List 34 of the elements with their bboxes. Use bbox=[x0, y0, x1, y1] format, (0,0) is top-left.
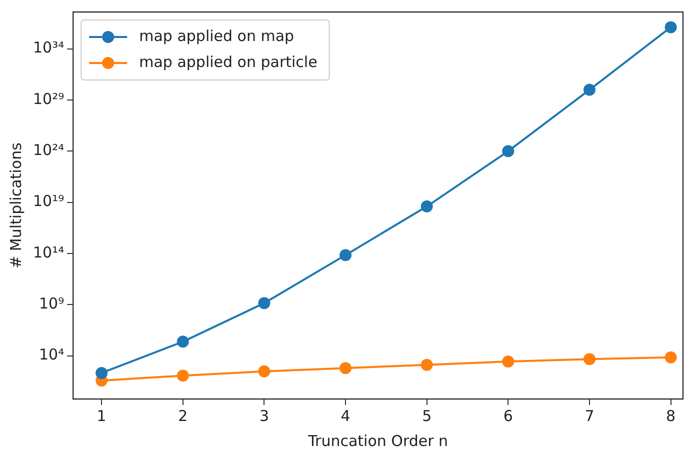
legend-label: map applied on particle bbox=[139, 52, 318, 71]
point bbox=[583, 353, 596, 366]
point bbox=[176, 336, 189, 348]
x-axis-title: Truncation Order n bbox=[307, 432, 448, 450]
y-tick-label: 10²⁹ bbox=[32, 90, 64, 108]
x-tick-label: 2 bbox=[178, 406, 188, 425]
point bbox=[176, 370, 189, 382]
y-axis-title: # Multiplications bbox=[6, 142, 25, 268]
x-tick-label: 1 bbox=[96, 406, 106, 425]
point bbox=[96, 366, 108, 379]
point bbox=[340, 249, 352, 262]
x-tick-label: 8 bbox=[666, 406, 676, 425]
point bbox=[502, 355, 514, 368]
y-tick-label: 10⁹ bbox=[39, 294, 64, 313]
point bbox=[340, 362, 352, 374]
point bbox=[258, 297, 270, 310]
point bbox=[664, 21, 677, 34]
legend-label: map applied on map bbox=[139, 26, 294, 45]
y-tick-label: 10¹⁴ bbox=[32, 243, 64, 262]
x-tick-label: 3 bbox=[259, 406, 269, 425]
x-tick-label: 6 bbox=[503, 406, 513, 425]
x-tick-label: 7 bbox=[584, 406, 594, 425]
point bbox=[420, 358, 433, 371]
point bbox=[258, 365, 270, 378]
y-tick-label: 10²⁴ bbox=[32, 141, 64, 160]
point bbox=[502, 145, 514, 158]
point bbox=[420, 200, 433, 212]
x-tick-label: 5 bbox=[422, 406, 432, 425]
point bbox=[583, 84, 596, 96]
point bbox=[664, 351, 677, 364]
x-tick-label: 4 bbox=[340, 406, 350, 425]
y-tick-label: 10¹⁹ bbox=[32, 192, 64, 210]
y-tick-label: 10⁴ bbox=[39, 346, 64, 364]
y-tick-label: 10³⁴ bbox=[32, 38, 64, 57]
